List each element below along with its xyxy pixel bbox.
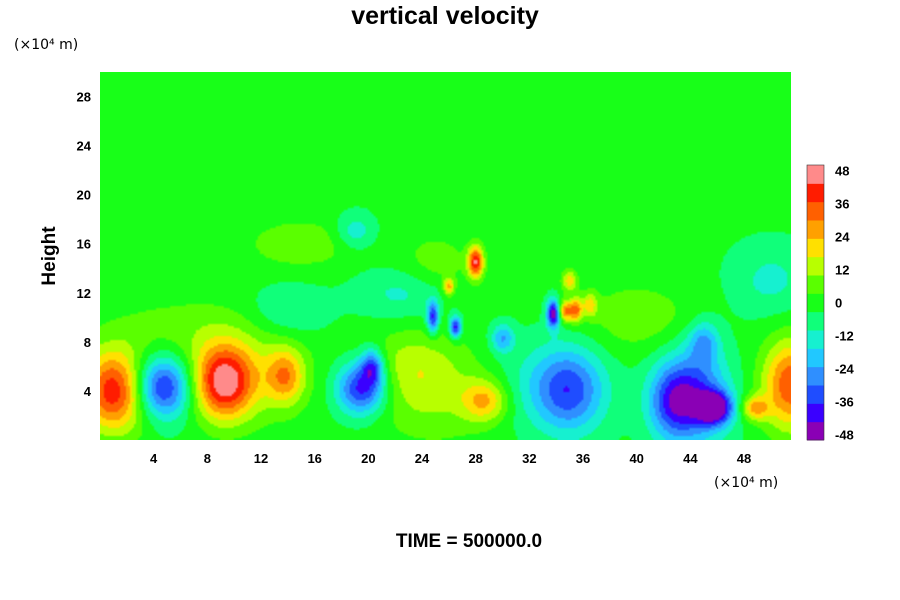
time-label: TIME = 500000.0 [395,531,543,552]
colorbar-segment [807,275,824,294]
y-tick-label: 24 [77,139,92,154]
x-tick-label: 48 [737,451,751,466]
x-tick-label: 32 [522,451,536,466]
velocity-field [100,72,791,440]
chart-title: vertical velocity [351,2,539,30]
colorbar-tick-label: -48 [835,428,854,443]
y-tick-label: 12 [77,286,91,301]
y-axis-title: Height [39,226,60,286]
colorbar-segment [807,385,824,404]
colorbar-segment [807,403,824,423]
colorbar-segment [807,330,824,349]
colorbar-tick-label: 12 [835,263,849,278]
colorbar-segment [807,311,824,331]
colorbar-segment [807,238,824,258]
colorbar-segment [807,183,824,203]
y-tick-label: 28 [77,90,91,105]
plot-area [100,72,791,440]
colorbar [806,164,825,441]
y-tick-label: 20 [77,188,91,203]
x-tick-label: 36 [576,451,590,466]
colorbar-tick-label: 24 [835,230,850,245]
x-tick-label: 4 [150,451,158,466]
colorbar-tick-label: 36 [835,197,849,212]
colorbar-segment [807,348,824,368]
x-tick-label: 8 [204,451,211,466]
colorbar-ticks: 48 36 24 12 0 -12 -24 -36 -48 [835,164,855,443]
colorbar-segment [807,220,824,239]
colorbar-segment [807,293,824,313]
x-tick-label: 28 [468,451,482,466]
x-unit-label: (×10⁴ m) [714,475,778,491]
x-tick-label: 44 [683,451,698,466]
colorbar-segment [807,366,824,386]
colorbar-tick-label: 48 [835,164,849,179]
colorbar-tick-label: -12 [835,329,854,344]
x-tick-label: 40 [629,451,643,466]
colorbar-segment [807,165,824,184]
x-tick-label: 12 [254,451,268,466]
x-tick-label: 20 [361,451,375,466]
colorbar-tick-label: 0 [835,296,842,311]
y-tick-label: 16 [77,237,91,252]
y-axis: 4 8 12 16 20 24 28 [77,90,92,399]
x-tick-label: 24 [415,451,430,466]
colorbar-tick-label: -36 [835,395,854,410]
colorbar-frame [806,164,825,441]
x-tick-label: 16 [307,451,321,466]
colorbar-segment [807,201,824,221]
colorbar-segment [807,421,824,441]
colorbar-segment [807,256,824,276]
y-unit-label: (×10⁴ m) [14,37,78,53]
colorbar-tick-label: -24 [835,362,855,377]
y-tick-label: 4 [84,384,92,399]
x-axis: 4 8 12 16 20 24 28 32 36 40 44 48 [150,451,751,466]
y-tick-label: 8 [84,335,91,350]
